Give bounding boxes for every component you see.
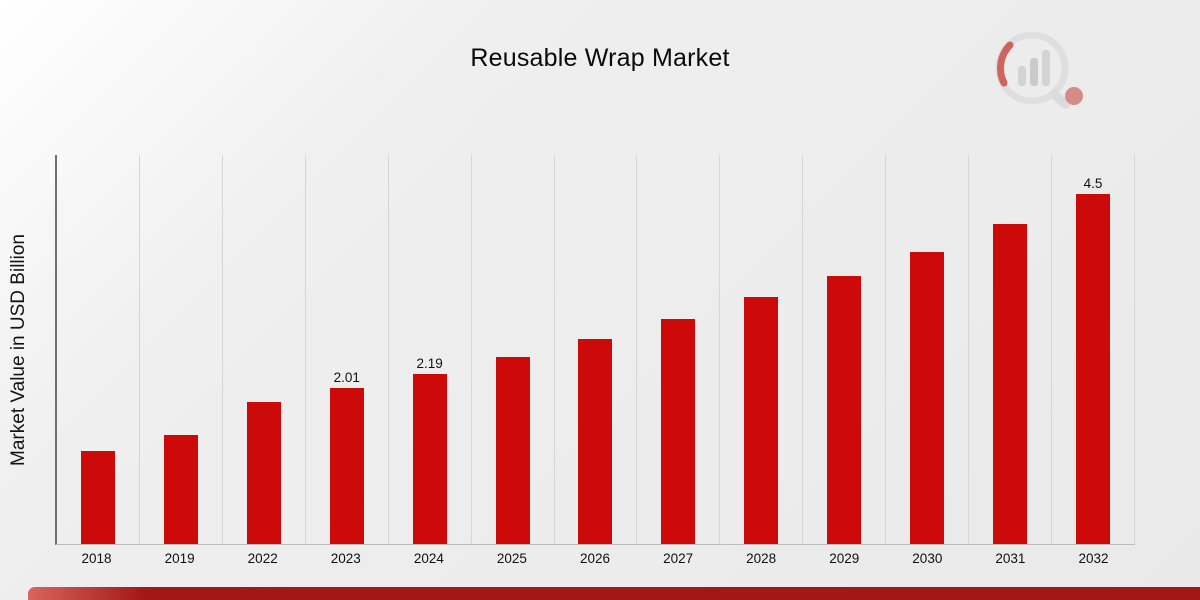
bar-value-label: 4.5: [1083, 175, 1103, 191]
bar-value-label: 2.19: [416, 355, 443, 371]
bar-cell: [555, 155, 638, 544]
bar-cell: 2.19: [389, 155, 472, 544]
x-axis-labels: 2018 2019 2022 2023 2024 2025 2026 2027 2028 2029…: [55, 551, 1135, 566]
bar-cell: [803, 155, 887, 544]
bar-2025: [495, 356, 530, 544]
bar-cell: [886, 155, 970, 544]
footer-accent-bar: [28, 587, 1200, 600]
x-tick-label: 2025: [496, 551, 527, 566]
x-tick-label: 2026: [579, 551, 611, 566]
brand-logo: [992, 28, 1088, 117]
bar-cell: 4.5: [1052, 155, 1135, 544]
bar-2031: [993, 224, 1028, 544]
x-tick-label: 2019: [164, 551, 195, 566]
bar-2030: [910, 252, 945, 544]
bar-cell: [140, 155, 223, 544]
bar-cell: [223, 155, 306, 544]
x-tick-label: 2028: [746, 551, 777, 566]
bar-2019: [163, 435, 198, 544]
x-tick-label: 2030: [912, 551, 943, 566]
bar-cell: [57, 155, 140, 544]
x-tick-label: 2018: [81, 551, 112, 566]
brand-logo-icon: [995, 31, 1083, 109]
bar-2023: [329, 387, 364, 544]
bar-2029: [827, 275, 862, 544]
x-tick-label: 2029: [829, 551, 860, 566]
bar-cell: [720, 155, 804, 544]
x-tick-label: 2022: [247, 551, 278, 566]
bar-2028: [744, 297, 779, 544]
bar-cell: [637, 155, 721, 544]
chart-title: Reusable Wrap Market: [470, 44, 730, 72]
y-axis-label-wrap: Market Value in USD Billion: [4, 155, 34, 545]
bar-2022: [246, 401, 281, 544]
bar-2027: [661, 319, 696, 544]
bar-value-label: 2.01: [333, 369, 360, 385]
x-tick-label: 2023: [330, 551, 361, 566]
bar-cell: 2.01: [306, 155, 389, 544]
bar-cell: [969, 155, 1053, 544]
plot-area: 2.01 2.19 4.5: [55, 155, 1135, 545]
bar-2032: [1076, 193, 1111, 544]
x-tick-label: 2027: [663, 551, 694, 566]
bar-2026: [578, 339, 613, 544]
bar-2018: [80, 450, 115, 544]
y-axis-label: Market Value in USD Billion: [8, 234, 29, 466]
x-tick-label: 2031: [995, 551, 1026, 566]
x-tick-label: 2024: [413, 551, 444, 566]
bar-2024: [412, 373, 447, 544]
bar-cell: [472, 155, 555, 544]
x-tick-label: 2032: [1078, 551, 1109, 566]
